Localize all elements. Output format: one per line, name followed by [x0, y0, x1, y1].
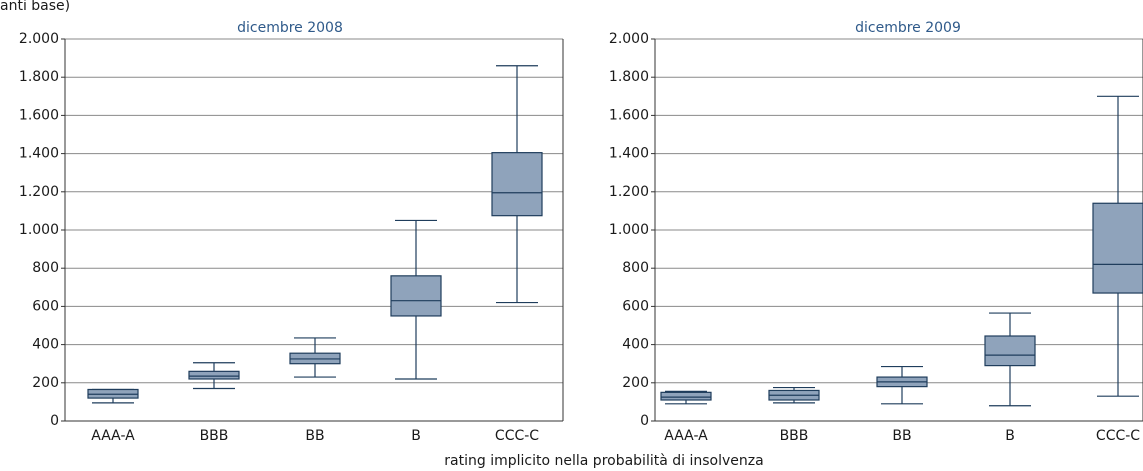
panel-title: dicembre 2008	[237, 20, 343, 36]
y-tick-label: 200	[622, 375, 649, 391]
y-tick-label: 400	[622, 337, 649, 353]
x-tick-label: B	[411, 428, 421, 444]
x-axis-label: rating implicito nella probabilità di in…	[444, 453, 763, 469]
box	[984, 335, 1036, 367]
y-tick-label: 1.800	[609, 69, 649, 85]
y-tick-label: 600	[32, 298, 59, 314]
y-tick-label: 1.000	[609, 222, 649, 238]
box	[660, 391, 712, 401]
x-tick-label: CCC-C	[1096, 428, 1140, 444]
x-tick-label: CCC-C	[495, 428, 539, 444]
y-tick-label: 800	[32, 260, 59, 276]
y-tick-label: 1.200	[19, 184, 59, 200]
x-tick-label: B	[1005, 428, 1015, 444]
box	[491, 152, 543, 217]
y-tick-label: 1.600	[19, 107, 59, 123]
y-tick-label: 800	[622, 260, 649, 276]
x-tick-label: AAA-A	[91, 428, 135, 444]
x-tick-label: BBB	[200, 428, 229, 444]
y-axis-label: anti base)	[0, 0, 70, 14]
box	[188, 370, 240, 380]
y-tick-label: 1.400	[19, 146, 59, 162]
x-tick-label: BB	[892, 428, 911, 444]
y-tick-label: 1.600	[609, 107, 649, 123]
y-tick-label: 1.200	[609, 184, 649, 200]
y-tick-label: 200	[32, 375, 59, 391]
box	[1092, 202, 1143, 294]
y-tick-label: 1.400	[609, 146, 649, 162]
y-tick-label: 1.000	[19, 222, 59, 238]
y-tick-label: 0	[50, 413, 59, 429]
panel-title: dicembre 2009	[855, 20, 961, 36]
x-tick-label: BB	[305, 428, 324, 444]
x-tick-label: AAA-A	[664, 428, 708, 444]
y-tick-label: 600	[622, 298, 649, 314]
y-tick-label: 400	[32, 337, 59, 353]
y-tick-label: 0	[640, 413, 649, 429]
y-tick-label: 1.800	[19, 69, 59, 85]
x-tick-label: BBB	[780, 428, 809, 444]
y-tick-label: 2.000	[19, 31, 59, 47]
y-tick-label: 2.000	[609, 31, 649, 47]
box	[390, 275, 442, 317]
